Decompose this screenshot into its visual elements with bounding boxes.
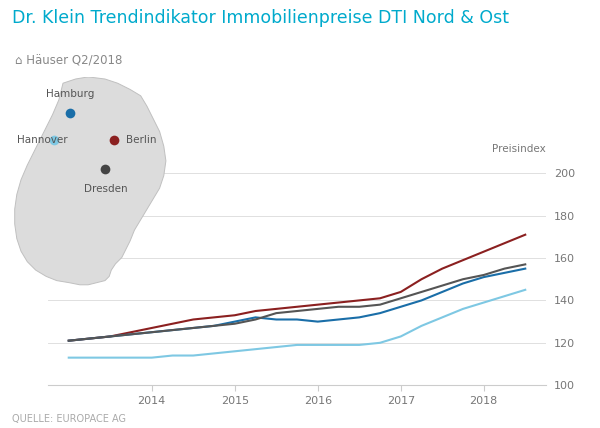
Text: QUELLE: EUROPACE AG: QUELLE: EUROPACE AG xyxy=(12,414,126,424)
Text: Hamburg: Hamburg xyxy=(46,89,95,99)
Text: ⌂ Häuser Q2/2018: ⌂ Häuser Q2/2018 xyxy=(15,54,122,66)
Text: Hannover: Hannover xyxy=(17,135,67,145)
Text: Dr. Klein Trendindikator Immobilienpreise DTI Nord & Ost: Dr. Klein Trendindikator Immobilienpreis… xyxy=(12,9,509,27)
Text: Dresden: Dresden xyxy=(84,184,128,194)
Polygon shape xyxy=(15,77,166,285)
Text: Preisindex: Preisindex xyxy=(492,144,546,154)
Text: Berlin: Berlin xyxy=(126,135,157,145)
